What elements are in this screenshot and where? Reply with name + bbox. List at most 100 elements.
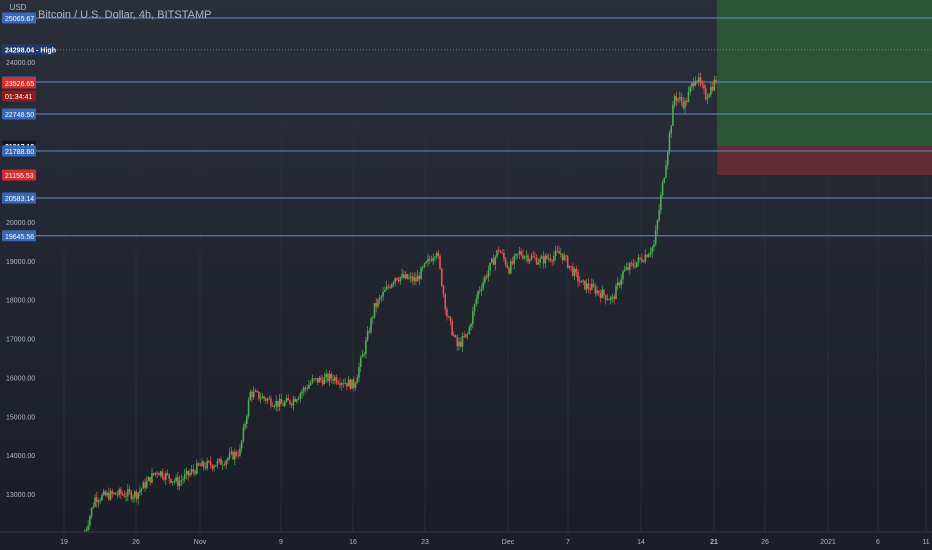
candle-body	[190, 469, 193, 473]
candle-body	[168, 474, 171, 479]
candle-body	[206, 461, 208, 469]
candle-body	[470, 324, 472, 327]
candle-body	[156, 472, 158, 474]
stop-zone[interactable]	[717, 146, 932, 175]
candle-body	[610, 296, 612, 300]
candle-body	[323, 377, 326, 385]
candle-body	[114, 492, 117, 495]
candle-body	[668, 133, 671, 152]
candle-body	[382, 292, 384, 297]
candle-body	[275, 400, 277, 407]
candle-body	[554, 250, 557, 256]
candle-body	[244, 423, 246, 428]
candle-body	[492, 258, 495, 265]
candle-body	[227, 458, 229, 461]
candle-body	[365, 340, 367, 354]
candle-body	[94, 497, 96, 507]
candle-body	[378, 297, 381, 300]
candle-body	[547, 258, 550, 260]
candle-body	[596, 290, 598, 294]
candle-body	[403, 274, 405, 279]
candle-body	[106, 492, 108, 496]
candle-body	[166, 473, 169, 475]
candle-body	[634, 266, 636, 268]
candle-body	[701, 83, 704, 85]
price-label-box	[2, 90, 36, 102]
candle-body	[349, 379, 352, 389]
candle-body	[494, 256, 497, 265]
candle-body	[503, 252, 505, 259]
candle-body	[515, 254, 517, 256]
candle-body	[623, 269, 626, 272]
candle-body	[475, 299, 478, 305]
candle-body	[532, 256, 534, 257]
candle-body	[127, 489, 129, 497]
candle-body	[542, 256, 545, 264]
candle-body	[698, 77, 700, 83]
candle-body	[468, 326, 471, 334]
candle-body	[713, 79, 716, 91]
candle-body	[325, 374, 327, 378]
candle-body	[292, 398, 295, 406]
candle-body	[252, 391, 255, 398]
candle-body	[182, 479, 184, 481]
candle-body	[704, 88, 707, 100]
candle-body	[682, 101, 685, 108]
candle-body	[240, 440, 243, 449]
candle-body	[171, 481, 174, 483]
candle-body	[387, 286, 390, 288]
time-tick-label: 26	[761, 539, 769, 546]
candle-body	[447, 316, 450, 318]
candle-body	[368, 331, 371, 333]
candle-body	[265, 398, 267, 401]
candle-body	[216, 460, 219, 466]
candle-body	[297, 398, 300, 400]
candle-body	[161, 471, 164, 478]
candle-body	[102, 491, 105, 495]
candle-body	[654, 230, 657, 245]
candle-body	[309, 382, 312, 385]
candle-body	[177, 477, 179, 487]
candle-body	[180, 480, 183, 482]
candle-body	[437, 253, 440, 257]
candle-body	[392, 282, 395, 285]
candle-body	[330, 373, 333, 379]
candle-body	[211, 465, 214, 469]
candle-body	[318, 377, 321, 383]
candle-body	[415, 277, 417, 282]
candle-body	[522, 255, 524, 259]
candle-body	[232, 451, 234, 460]
candle-body	[154, 472, 157, 475]
candle-body	[332, 378, 334, 381]
candle-body	[635, 262, 638, 268]
target-zone[interactable]	[717, 0, 932, 146]
candle-body	[113, 492, 115, 494]
candle-body	[149, 477, 152, 483]
candle-body	[125, 496, 127, 498]
candle-body	[215, 465, 217, 467]
candle-body	[202, 461, 205, 467]
candle-body	[641, 258, 643, 262]
candle-body	[644, 254, 647, 262]
candle-body	[420, 267, 422, 280]
candle-body	[491, 258, 493, 263]
candle-body	[239, 448, 241, 456]
candle-body	[118, 489, 120, 495]
candle-body	[497, 250, 500, 252]
interval-label: 4h	[138, 9, 152, 21]
candle-body	[242, 427, 245, 441]
candle-body	[346, 383, 348, 387]
time-tick-label: Dec	[502, 539, 515, 546]
candle-body	[489, 262, 491, 271]
candle-body	[710, 86, 712, 95]
candle-body	[582, 280, 585, 282]
candle-body	[133, 491, 136, 497]
candle-body	[506, 264, 509, 268]
candle-body	[413, 277, 415, 282]
candle-body	[328, 373, 331, 382]
candle-body	[223, 464, 226, 466]
separator-1: ,	[132, 9, 139, 21]
price-tick-label: 24000.00	[6, 60, 35, 67]
